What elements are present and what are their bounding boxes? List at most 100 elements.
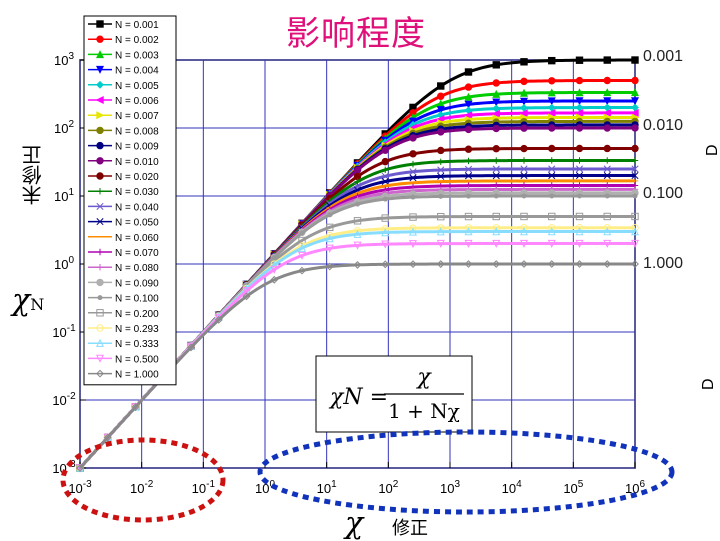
series-marker-9	[548, 124, 556, 132]
legend-label-2: N = 0.003	[115, 50, 159, 61]
series-marker-23	[603, 260, 612, 268]
series-marker-23	[242, 292, 251, 301]
series-marker-4	[603, 103, 612, 112]
series-marker-22	[464, 239, 473, 248]
series-marker-21	[353, 229, 362, 238]
series-marker-10	[631, 144, 639, 153]
series-marker-10	[464, 145, 473, 153]
legend-label-4: N = 0.005	[115, 81, 159, 92]
series-marker-3	[547, 97, 556, 106]
y-tick-label: 103	[54, 51, 74, 68]
series-marker-13	[520, 172, 528, 180]
x-tick-label: 103	[440, 479, 460, 496]
series-marker-0	[603, 56, 611, 64]
series-marker-19	[575, 212, 584, 221]
legend-label-7: N = 0.008	[115, 126, 159, 137]
series-marker-22	[297, 251, 307, 260]
series-marker-0	[631, 56, 639, 64]
legend-label-18: N = 0.100	[115, 294, 159, 305]
series-marker-11	[520, 157, 528, 164]
legend-marker-19	[96, 309, 104, 317]
series-marker-10	[575, 144, 584, 153]
legend-marker-10	[96, 172, 104, 180]
legend-marker-9	[96, 157, 104, 165]
series-marker-13	[492, 172, 500, 180]
series-marker-5	[464, 111, 473, 120]
series-marker-2	[492, 89, 501, 98]
series-marker-19	[353, 217, 362, 225]
legend-marker-5	[95, 95, 104, 105]
legend-label-13: N = 0.050	[115, 218, 159, 229]
y-axis-label: χN 未修正	[6, 145, 45, 318]
series-marker-23	[270, 275, 279, 284]
series-marker-11	[465, 157, 472, 165]
x-tick-label: 101	[317, 479, 337, 496]
series-marker-0	[437, 82, 445, 90]
legend-marker-1	[96, 35, 104, 43]
series-marker-22	[603, 239, 612, 248]
series-marker-2	[464, 92, 473, 101]
legend-label-23: N = 1.000	[115, 370, 159, 381]
legend-label-8: N = 0.009	[115, 142, 159, 153]
series-marker-22	[242, 287, 251, 296]
series-marker-1	[603, 76, 611, 85]
series-marker-2	[630, 88, 640, 97]
series-marker-18	[549, 193, 555, 199]
series-marker-11	[409, 160, 417, 168]
series-marker-3	[575, 97, 584, 106]
series-marker-18	[327, 212, 333, 218]
series-marker-3	[436, 106, 445, 115]
series-marker-10	[492, 145, 500, 153]
series-marker-22	[492, 239, 501, 248]
series-marker-23	[103, 433, 112, 442]
series-marker-9	[464, 125, 473, 134]
legend-label-17: N = 0.090	[115, 278, 159, 289]
series-marker-5	[547, 109, 556, 118]
series-marker-0	[464, 68, 473, 76]
series-marker-13	[437, 172, 445, 180]
x-axis-symbol: χ	[345, 506, 364, 541]
series-marker-10	[603, 144, 611, 153]
series-marker-23	[381, 260, 390, 269]
series-marker-19	[437, 212, 445, 221]
series-marker-2	[603, 88, 612, 97]
series-marker-19	[298, 236, 306, 245]
series-marker-19	[631, 212, 639, 221]
legend-label-9: N = 0.010	[115, 157, 159, 168]
series-marker-23	[464, 260, 473, 268]
series-marker-2	[519, 88, 529, 97]
y-axis-symbol: χN	[12, 283, 45, 318]
series-marker-9	[603, 124, 611, 132]
red-highlight-ellipse	[60, 437, 226, 523]
series-marker-5	[519, 109, 528, 118]
legend-marker-17	[96, 278, 104, 287]
series-marker-4	[631, 103, 639, 112]
series-marker-0	[575, 56, 584, 64]
series-marker-13	[381, 177, 389, 186]
y-tick-label: 10-1	[52, 323, 76, 340]
series-marker-9	[437, 128, 445, 136]
series-marker-10	[548, 144, 556, 153]
legend-marker-8	[96, 141, 104, 150]
legend-label-16: N = 0.080	[115, 263, 159, 274]
series-marker-1	[575, 76, 584, 85]
x-tick-label: 10-3	[68, 479, 92, 496]
series-marker-23	[214, 315, 223, 324]
x-tick-label: 10-2	[130, 479, 154, 496]
series-marker-9	[520, 124, 528, 132]
series-marker-12	[575, 165, 584, 173]
legend-marker-20	[96, 324, 104, 332]
series-marker-19	[548, 212, 556, 221]
series-marker-19	[603, 212, 611, 221]
legend-marker-2	[95, 50, 105, 59]
series-marker-3	[603, 97, 612, 106]
series-marker-22	[408, 240, 418, 249]
series-marker-22	[575, 239, 584, 248]
legend-marker-0	[96, 20, 104, 28]
series-marker-11	[493, 157, 500, 164]
series-marker-3	[492, 98, 501, 107]
legend-label-15: N = 0.070	[115, 248, 159, 259]
formula-numerator: χ	[415, 365, 432, 390]
series-marker-21	[408, 227, 418, 236]
